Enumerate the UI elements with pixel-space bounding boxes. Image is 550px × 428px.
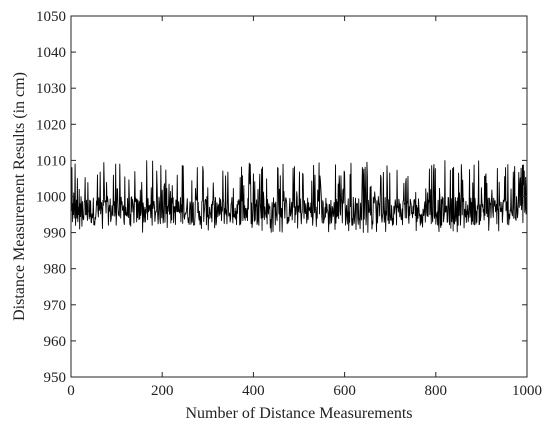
y-tick-label: 990: [44, 226, 67, 242]
y-tick-label: 1030: [36, 81, 66, 97]
x-tick-label: 800: [425, 383, 448, 399]
y-tick-label: 960: [44, 334, 67, 350]
y-tick-label: 1010: [36, 153, 66, 169]
y-tick-label: 1040: [36, 45, 66, 61]
plot-area: [70, 15, 528, 378]
x-tick-label: 600: [333, 383, 356, 399]
y-tick-label: 1020: [36, 117, 66, 133]
x-axis-label: Number of Distance Measurements: [185, 405, 412, 422]
x-tick-label: 200: [151, 383, 174, 399]
y-axis-label: Distance Measurement Results (in cm): [11, 72, 28, 321]
series-line: [71, 160, 528, 233]
y-tick-label: 970: [44, 298, 67, 314]
x-tick-label: 400: [242, 383, 265, 399]
y-tick-label: 950: [44, 370, 67, 386]
y-tick-label: 1050: [36, 9, 66, 25]
x-tick-label: 0: [67, 383, 75, 399]
x-axis: 0 200 400 600 800 1000: [67, 16, 542, 399]
y-axis: 950 960 970 980 990 1000 1010 1020 1030 1040 1050: [36, 9, 527, 386]
y-tick-label: 1000: [36, 190, 66, 206]
x-tick-label: 1000: [512, 383, 542, 399]
y-tick-label: 980: [44, 262, 67, 278]
